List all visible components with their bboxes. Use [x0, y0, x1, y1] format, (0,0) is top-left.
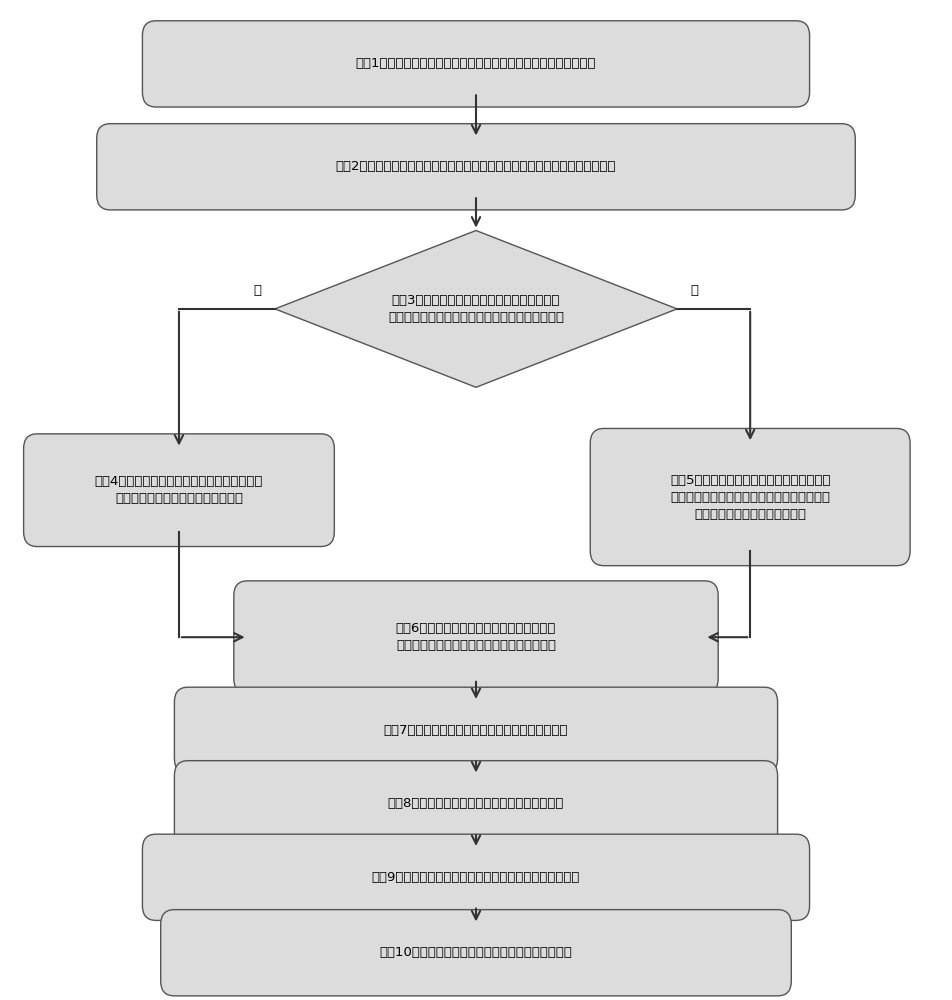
Text: 步骤4、汽车诊断云端服务器调取数据库中相同
车况信息对应的诊断结果和作业项目: 步骤4、汽车诊断云端服务器调取数据库中相同 车况信息对应的诊断结果和作业项目	[95, 475, 263, 505]
FancyBboxPatch shape	[174, 687, 778, 773]
Text: 步骤5、维修技师身份网络终端设备通过汽车
诊断云端服务器对该车况信息进行分析诊断，
并生成新的诊断结果和作业项目: 步骤5、维修技师身份网络终端设备通过汽车 诊断云端服务器对该车况信息进行分析诊断…	[670, 474, 830, 521]
FancyBboxPatch shape	[234, 581, 718, 694]
Text: 步骤2、汽车诊断云端服务器通过身份识别，用问卷方式获取车主的车况信息；: 步骤2、汽车诊断云端服务器通过身份识别，用问卷方式获取车主的车况信息；	[336, 160, 616, 173]
Text: 步骤6、汽车诊断云端服务器将上述诊断结果
和作业项目信息推送给车主身份的移动终端。: 步骤6、汽车诊断云端服务器将上述诊断结果 和作业项目信息推送给车主身份的移动终端…	[396, 622, 556, 652]
Text: 否: 否	[691, 284, 699, 297]
FancyBboxPatch shape	[143, 834, 809, 920]
FancyBboxPatch shape	[97, 124, 855, 210]
FancyBboxPatch shape	[161, 910, 791, 996]
Polygon shape	[275, 231, 677, 387]
Text: 步骤8维修技师或服务机构接收请求，并完成报价: 步骤8维修技师或服务机构接收请求，并完成报价	[387, 797, 565, 810]
FancyBboxPatch shape	[24, 434, 334, 547]
Text: 步骤1、网络终端设备通过互联网登录到远程汽车诊断云端服务器；: 步骤1、网络终端设备通过互联网登录到远程汽车诊断云端服务器；	[356, 57, 596, 70]
FancyBboxPatch shape	[590, 428, 910, 566]
Text: 步骤9选择并接收报价请求约定，完成诊断结果和作业项目: 步骤9选择并接收报价请求约定，完成诊断结果和作业项目	[372, 871, 580, 884]
Text: 是: 是	[253, 284, 261, 297]
Text: 步骤10车主身份网络终端完对服务机构和技师的评价: 步骤10车主身份网络终端完对服务机构和技师的评价	[380, 946, 572, 959]
Text: 步骤7，将诊断结果和作业项目生成报价作业请求，: 步骤7，将诊断结果和作业项目生成报价作业请求，	[384, 724, 568, 737]
FancyBboxPatch shape	[143, 21, 809, 107]
FancyBboxPatch shape	[174, 761, 778, 847]
Text: 步骤3、汽车诊断云端服务器根据上述车况信息
对应搜索数据库，数据库是否有有相同车况记录，: 步骤3、汽车诊断云端服务器根据上述车况信息 对应搜索数据库，数据库是否有有相同车…	[388, 294, 564, 324]
